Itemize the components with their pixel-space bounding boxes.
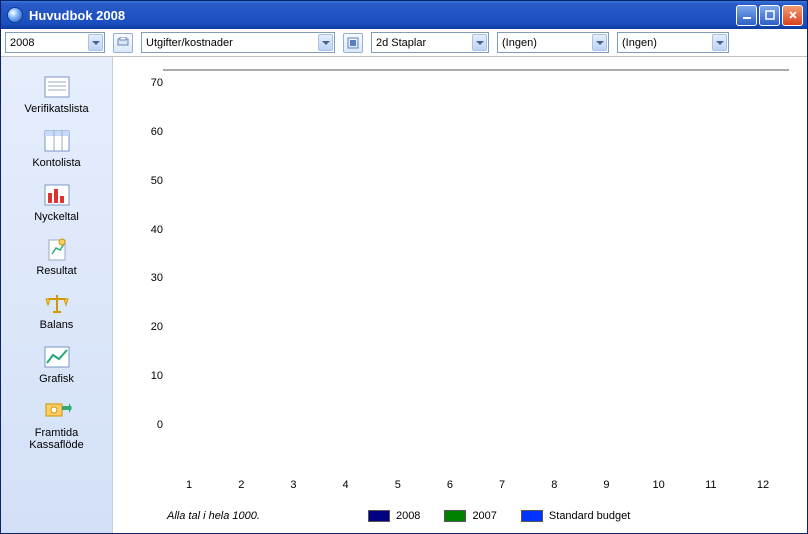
chevron-down-icon	[88, 34, 103, 51]
legend-item-2: Standard budget	[521, 510, 630, 522]
sidebar-item-label: Grafisk	[1, 373, 112, 385]
x-axis: 123456789101112	[163, 479, 789, 499]
sidebar-item-label: Verifikatslista	[1, 103, 112, 115]
y-tick-label: 20	[151, 321, 163, 333]
document-list-icon	[41, 73, 73, 101]
sidebar-item-label: Framtida Kassaflöde	[1, 427, 112, 451]
x-tick-label: 3	[267, 479, 319, 499]
x-tick-label: 12	[737, 479, 789, 499]
x-tick-label: 5	[372, 479, 424, 499]
app-icon	[7, 7, 23, 23]
y-tick-label: 60	[151, 126, 163, 138]
y-tick-label: 40	[151, 224, 163, 236]
year-select-value: 2008	[10, 37, 34, 49]
sidebar-item-kontolista[interactable]: Kontolista	[1, 125, 112, 175]
view-icon[interactable]	[343, 33, 363, 53]
window-buttons	[736, 5, 803, 26]
y-tick-label: 70	[151, 77, 163, 89]
legend-item-1: 2007	[444, 510, 496, 522]
x-tick-label: 10	[633, 479, 685, 499]
money-flow-icon	[41, 397, 73, 425]
toolbar: 2008 Utgifter/kostnader 2d Staplar (Inge…	[1, 29, 807, 57]
chevron-down-icon	[712, 34, 727, 51]
legend-row: Alla tal i hela 1000. 2008 2007 Standard…	[123, 505, 797, 527]
maximize-button[interactable]	[759, 5, 780, 26]
report-type-select[interactable]: Utgifter/kostnader	[141, 32, 335, 53]
x-tick-label: 11	[685, 479, 737, 499]
legend-swatch	[368, 510, 390, 522]
content-area: Verifikatslista Kontolista Nyckeltal Res…	[1, 57, 807, 533]
sidebar-item-label: Balans	[1, 319, 112, 331]
bar-chart-icon	[41, 181, 73, 209]
minimize-button[interactable]	[736, 5, 757, 26]
spreadsheet-icon	[41, 127, 73, 155]
sidebar-item-label: Kontolista	[1, 157, 112, 169]
legend-item-0: 2008	[368, 510, 420, 522]
filter2-value: (Ingen)	[622, 37, 657, 49]
x-tick-label: 1	[163, 479, 215, 499]
x-tick-label: 2	[215, 479, 267, 499]
window-frame: Huvudbok 2008 2008 Utgifter/kostnader	[0, 0, 808, 534]
sidebar-item-kassaflode[interactable]: Framtida Kassaflöde	[1, 395, 112, 457]
chart-footnote: Alla tal i hela 1000.	[167, 510, 260, 522]
legend-swatch	[444, 510, 466, 522]
y-tick-label: 30	[151, 272, 163, 284]
sidebar-item-nyckeltal[interactable]: Nyckeltal	[1, 179, 112, 229]
filter1-select[interactable]: (Ingen)	[497, 32, 609, 53]
sidebar: Verifikatslista Kontolista Nyckeltal Res…	[1, 57, 113, 533]
y-tick-label: 50	[151, 175, 163, 187]
sidebar-item-label: Resultat	[1, 265, 112, 277]
print-icon[interactable]	[113, 33, 133, 53]
filter2-select[interactable]: (Ingen)	[617, 32, 729, 53]
year-select[interactable]: 2008	[5, 32, 105, 53]
chevron-down-icon	[592, 34, 607, 51]
x-tick-label: 7	[476, 479, 528, 499]
x-tick-label: 4	[320, 479, 372, 499]
close-button[interactable]	[782, 5, 803, 26]
sidebar-item-balans[interactable]: Balans	[1, 287, 112, 337]
sidebar-item-label: Nyckeltal	[1, 211, 112, 223]
x-tick-label: 6	[424, 479, 476, 499]
chart-area: 706050403020100 123456789101112 Alla tal…	[113, 57, 807, 533]
legend-label: Standard budget	[549, 510, 630, 522]
legend-swatch	[521, 510, 543, 522]
y-tick-label: 10	[151, 370, 163, 382]
sidebar-item-grafisk[interactable]: Grafisk	[1, 341, 112, 391]
legend-label: 2007	[472, 510, 496, 522]
legend-label: 2008	[396, 510, 420, 522]
chevron-down-icon	[318, 34, 333, 51]
line-chart-icon	[41, 343, 73, 371]
y-axis: 70 60 50 40 30 20 10 0	[129, 77, 163, 431]
sidebar-item-verifikatslista[interactable]: Verifikatslista	[1, 71, 112, 121]
report-type-value: Utgifter/kostnader	[146, 37, 233, 49]
window-title: Huvudbok 2008	[29, 8, 736, 23]
x-tick-label: 9	[580, 479, 632, 499]
x-tick-label: 8	[528, 479, 580, 499]
chevron-down-icon	[472, 34, 487, 51]
chart-plot-box	[163, 69, 789, 71]
report-icon	[41, 235, 73, 263]
titlebar: Huvudbok 2008	[1, 1, 807, 29]
chart-type-select[interactable]: 2d Staplar	[371, 32, 489, 53]
filter1-value: (Ingen)	[502, 37, 537, 49]
chart-type-value: 2d Staplar	[376, 37, 426, 49]
scale-icon	[41, 289, 73, 317]
y-tick-label: 0	[157, 419, 163, 431]
sidebar-item-resultat[interactable]: Resultat	[1, 233, 112, 283]
